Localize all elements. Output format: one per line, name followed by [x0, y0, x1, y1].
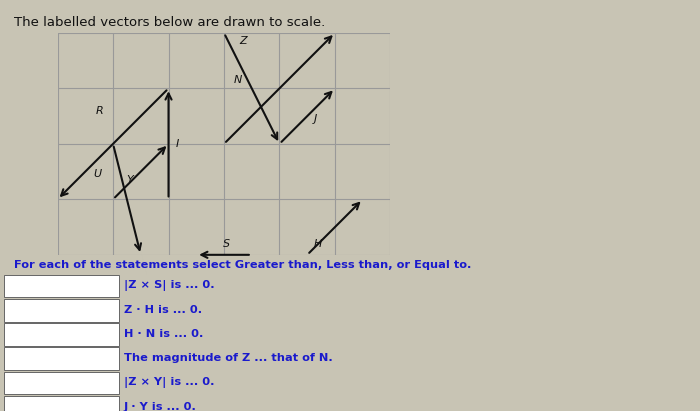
Text: S: S	[223, 239, 230, 249]
Text: H: H	[314, 239, 323, 249]
Text: ∨: ∨	[106, 305, 113, 314]
Text: Greater than: Greater than	[23, 305, 86, 315]
Text: For each of the statements select Greater than, Less than, or Equal to.: For each of the statements select Greate…	[14, 259, 471, 270]
Text: Z: Z	[239, 36, 247, 46]
Text: ∨: ∨	[106, 281, 113, 290]
Text: R: R	[95, 106, 103, 115]
Text: Z · H is ... 0.: Z · H is ... 0.	[124, 305, 202, 315]
Text: Less than: Less than	[32, 353, 78, 363]
Text: I: I	[175, 139, 178, 149]
FancyBboxPatch shape	[4, 396, 119, 411]
Text: Greater than: Greater than	[23, 377, 86, 388]
FancyBboxPatch shape	[4, 299, 119, 321]
Text: The labelled vectors below are drawn to scale.: The labelled vectors below are drawn to …	[14, 16, 326, 30]
Text: H · N is ... 0.: H · N is ... 0.	[124, 329, 203, 339]
Text: Y: Y	[126, 175, 133, 185]
FancyBboxPatch shape	[4, 275, 119, 298]
Text: Greater than: Greater than	[23, 281, 86, 291]
Text: ∨: ∨	[106, 402, 113, 411]
Text: |Z × S| is ... 0.: |Z × S| is ... 0.	[124, 280, 214, 291]
Text: Equal to: Equal to	[35, 329, 75, 339]
Text: U: U	[93, 169, 102, 179]
FancyBboxPatch shape	[4, 372, 119, 394]
Text: ∨: ∨	[106, 330, 113, 339]
Text: J · Y is ... 0.: J · Y is ... 0.	[124, 402, 197, 411]
FancyBboxPatch shape	[4, 347, 119, 370]
Text: The magnitude of Z ... that of N.: The magnitude of Z ... that of N.	[124, 353, 332, 363]
Text: N: N	[234, 75, 242, 85]
Text: ∨: ∨	[106, 354, 113, 363]
Text: J: J	[314, 114, 317, 124]
Text: Greater than: Greater than	[23, 402, 86, 411]
Text: ∨: ∨	[106, 378, 113, 387]
FancyBboxPatch shape	[4, 323, 119, 346]
Text: |Z × Y| is ... 0.: |Z × Y| is ... 0.	[124, 377, 214, 388]
